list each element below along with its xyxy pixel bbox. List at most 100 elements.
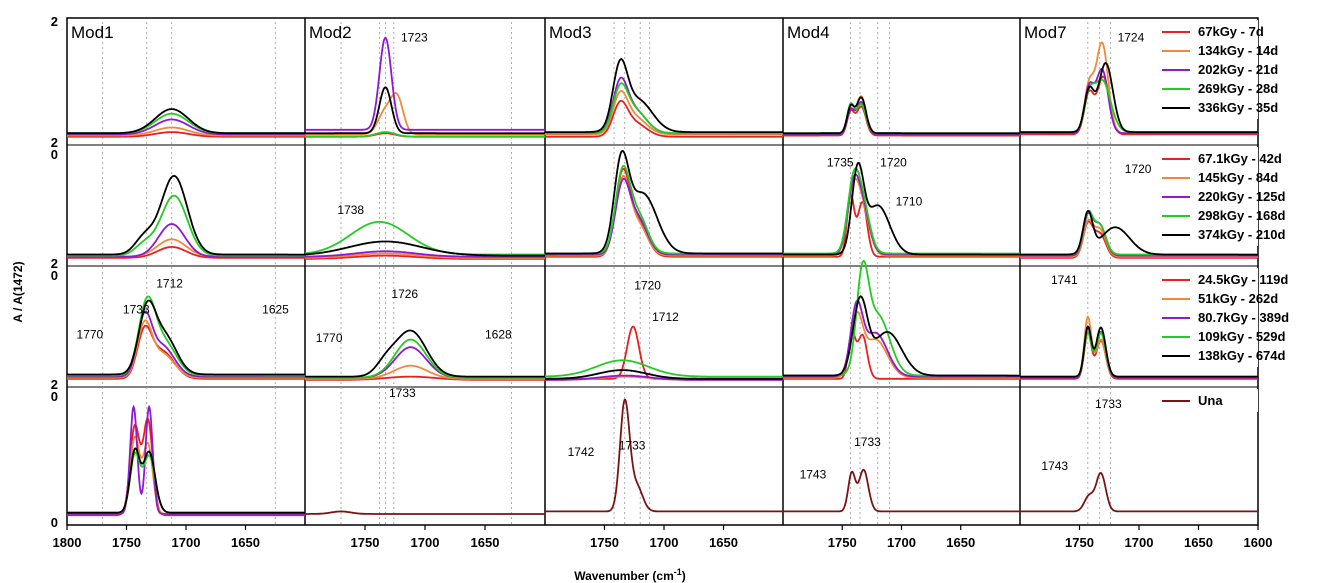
spectrum-line	[545, 167, 783, 258]
column-title: Mod7	[1024, 23, 1067, 42]
x-tick-label: 1700	[887, 535, 916, 550]
legend-label: 51kGy - 262d	[1198, 291, 1278, 306]
spectrum-line	[305, 329, 545, 378]
peak-annotation: 1710	[896, 195, 923, 209]
x-tick-label: 1600	[1244, 535, 1273, 550]
spectrum-line	[545, 174, 783, 257]
peak-annotation: 1742	[568, 445, 595, 459]
spectrum-line	[1020, 325, 1258, 378]
spectrum-line	[1020, 209, 1258, 256]
x-tick-label: 1650	[231, 535, 260, 550]
x-tick-label: 1650	[709, 535, 738, 550]
x-axis-label-main: Wavenumber (cm	[574, 569, 674, 583]
spectrum-line	[1020, 331, 1258, 380]
peak-annotation: 1726	[391, 287, 418, 301]
spectrum-line	[305, 338, 545, 379]
spectrum-line	[1020, 472, 1258, 513]
spectrum-line	[1020, 67, 1258, 135]
legend-label: 298kGy - 168d	[1198, 208, 1286, 223]
y-tick-label: 2	[51, 256, 58, 271]
spectrum-line	[783, 95, 1020, 136]
peak-annotation: 1628	[485, 327, 512, 341]
spectrum-line	[545, 177, 783, 256]
spectrum-line	[545, 90, 783, 136]
x-tick-label: 1750	[828, 535, 857, 550]
spectrum-line	[305, 375, 545, 381]
spectrum-line	[305, 364, 545, 380]
spectrum-line	[305, 92, 545, 136]
legend-label: 138kGy - 674d	[1198, 348, 1286, 363]
x-tick-label: 1750	[112, 535, 141, 550]
spectrum-line	[67, 299, 305, 376]
x-tick-label: 1750	[1065, 535, 1094, 550]
legend-label: 24.5kGy - 119d	[1198, 272, 1288, 287]
spectrum-line	[783, 161, 1020, 256]
spectrum-line	[545, 82, 783, 135]
y-tick-label: 0	[51, 268, 58, 283]
peak-annotation: 1723	[401, 30, 428, 44]
spectrum-line	[783, 295, 1020, 377]
spectrum-line	[304, 240, 545, 257]
x-axis-label-sup: -1	[674, 567, 682, 577]
peak-annotation: 1738	[337, 203, 364, 217]
x-tick-label: 1800	[53, 535, 82, 550]
spectrum-line	[67, 108, 305, 135]
y-tick-label: 0	[51, 515, 58, 530]
legend-label: 109kGy - 529d	[1198, 329, 1286, 344]
y-axis-label: A / A(1472)	[11, 261, 25, 322]
spectrum-line	[67, 174, 305, 256]
spectrum-line	[67, 404, 305, 515]
spectrum-line	[1020, 211, 1258, 257]
spectrum-line	[305, 86, 545, 135]
plot-frame	[66, 17, 1259, 526]
x-axis-label: Wavenumber (cm-1)	[574, 567, 686, 583]
column-title: Mod3	[549, 23, 592, 42]
spectrum-line	[783, 259, 1020, 377]
spectrum-line	[783, 105, 1020, 137]
y-tick-label: 0	[51, 389, 58, 404]
spectrum-line	[67, 319, 305, 379]
peak-annotation: 1735	[827, 155, 854, 169]
x-axis-label-close: )	[682, 569, 686, 583]
legend-label: 67.1kGy - 42d	[1198, 151, 1282, 166]
peak-annotation: 1733	[389, 386, 416, 400]
spectrum-line	[305, 250, 545, 258]
spectrum-line	[545, 58, 783, 133]
panel-grid	[66, 17, 1259, 530]
spectrum-line	[783, 173, 1020, 256]
peak-annotation: 1720	[1125, 162, 1152, 176]
x-tick-label: 1650	[946, 535, 975, 550]
x-tick-label: 1700	[1125, 535, 1154, 550]
peak-annotation: 1743	[800, 468, 827, 482]
spectrum-line	[545, 359, 783, 378]
spectrum-line	[783, 468, 1020, 513]
spectrum-line	[783, 193, 1020, 258]
spectrum-line	[67, 118, 305, 136]
legend-label: 269kGy - 28d	[1198, 81, 1278, 96]
legend-box	[1156, 389, 1258, 412]
peak-annotation: 1733	[619, 439, 646, 453]
legend-label: 80.7kGy - 389d	[1198, 310, 1289, 325]
legend-label: 202kGy - 21d	[1198, 62, 1278, 77]
peak-annotation: 1733	[854, 435, 881, 449]
spectrum-line	[545, 369, 783, 380]
legend-label: Una	[1198, 393, 1223, 408]
spectrum-line	[305, 510, 545, 515]
peak-annotation: 1724	[1118, 30, 1145, 44]
spectrum-line	[783, 310, 1020, 379]
peak-annotation: 1733	[1095, 397, 1122, 411]
x-tick-label: 1650	[1184, 535, 1213, 550]
spectrum-line	[783, 178, 1020, 257]
spectrum-line	[304, 220, 545, 256]
peak-annotation: 1712	[652, 310, 679, 324]
peak-annotation: 1720	[880, 155, 907, 169]
x-tick-label: 1750	[590, 535, 619, 550]
spectrum-line	[1020, 75, 1258, 136]
column-title: Mod4	[787, 23, 830, 42]
spectrum-line	[783, 101, 1020, 135]
spectrum-line	[1020, 220, 1258, 259]
legend-label: 67kGy - 7d	[1198, 24, 1264, 39]
spectrum-line	[67, 246, 305, 259]
spectrum-line	[67, 131, 305, 138]
peak-annotation: 1625	[262, 302, 289, 316]
